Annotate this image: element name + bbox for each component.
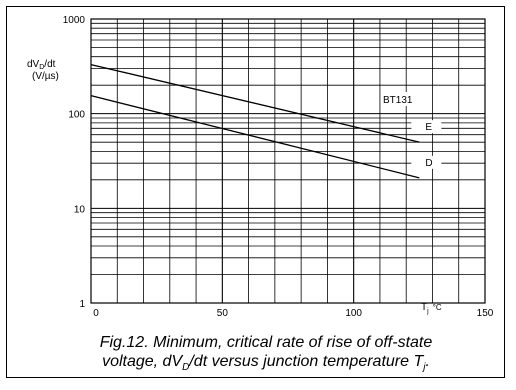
caption-line-1: Fig.12. Minimum, critical rate of rise o…	[99, 334, 433, 351]
plot-border	[90, 18, 486, 304]
caption-line-2: voltage, dVD/dt versus junction temperat…	[102, 353, 430, 374]
series-group: ED	[90, 63, 442, 179]
series-label-backdrop	[411, 120, 442, 134]
x-tick-label: 0	[93, 308, 99, 319]
series-label-d: D	[425, 158, 432, 169]
series-label-backdrop	[411, 155, 442, 169]
y-axis-label: dVD/dt	[27, 59, 56, 71]
figure-caption: Fig.12. Minimum, critical rate of rise o…	[21, 333, 511, 377]
tick-labels: 1 10 100 1000 0 50 100 150	[63, 15, 494, 319]
y-tick-label: 10	[74, 204, 86, 215]
x-tick-label: 100	[345, 308, 362, 319]
x-axis-label: Tj °C	[421, 302, 442, 315]
y-axis-unit: (V/µs)	[32, 71, 59, 82]
legend-backdrop	[381, 92, 421, 106]
series-label-e: E	[425, 122, 432, 133]
y-tick-label: 1000	[63, 15, 86, 26]
legend-label: BT131	[383, 95, 413, 106]
y-tick-label: 1	[79, 299, 85, 310]
y-tick-label: 100	[68, 110, 85, 121]
series-line-d	[90, 95, 420, 179]
x-tick-label: 150	[477, 308, 494, 319]
x-tick-label: 50	[217, 308, 229, 319]
series-line-e	[90, 63, 420, 143]
